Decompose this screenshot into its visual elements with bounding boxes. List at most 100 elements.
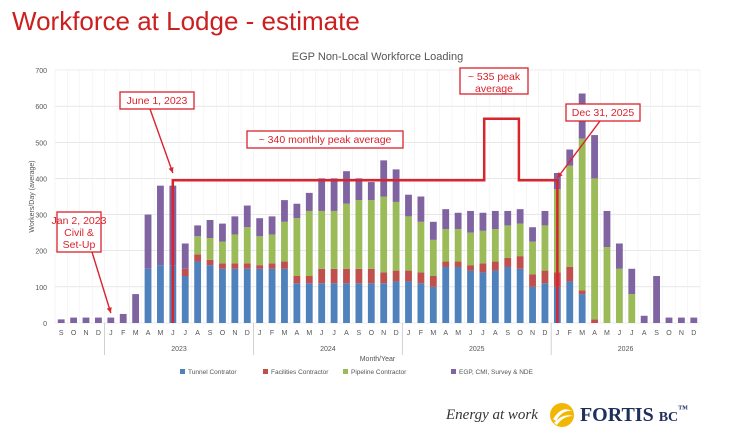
bar-segment: [566, 266, 574, 282]
bar-segment: [491, 229, 499, 262]
bar-segment: [343, 283, 350, 323]
bar-segment: [355, 178, 363, 201]
tagline: Energy at work: [446, 406, 538, 423]
x-tick-label: D: [245, 330, 250, 337]
bar-segment: [367, 268, 375, 284]
x-tick-label: A: [344, 330, 349, 337]
setup-annotation-text: Civil &: [64, 227, 94, 239]
workforce-envelope: [171, 117, 559, 323]
y-tick-label: 100: [35, 285, 47, 292]
bar-segment: [243, 205, 251, 228]
bar-segment: [194, 254, 202, 262]
y-tick-label: 200: [35, 249, 47, 256]
bar-segment: [566, 281, 574, 323]
bar-segment: [70, 317, 78, 323]
x-tick-label: J: [630, 330, 634, 337]
legend-label: Facilities Contractor: [271, 369, 329, 376]
bar-segment: [206, 219, 214, 239]
x-tick-label: O: [220, 330, 226, 337]
x-tick-label: J: [481, 330, 485, 337]
bar-segment: [479, 230, 487, 264]
bar-segment: [318, 210, 326, 269]
bar-segment: [256, 236, 264, 266]
brand-trademark: ™: [678, 403, 689, 415]
bar-segment: [219, 263, 226, 269]
x-tick-label: A: [146, 330, 151, 337]
bar-segment: [219, 223, 226, 242]
bar-segment: [405, 270, 412, 282]
start-arrow-line: [149, 108, 174, 174]
bar-segment: [566, 165, 574, 267]
bar-segment: [219, 241, 226, 264]
year-label: 2025: [469, 346, 485, 353]
bar-segment: [231, 216, 239, 235]
bar-segment: [516, 256, 524, 269]
monthly-peak-annotation-text: ~ 340 monthly peak average: [259, 134, 392, 146]
bar-segment: [132, 294, 140, 323]
year-label: 2024: [320, 346, 336, 353]
bar-segment: [107, 317, 115, 323]
bar-segment: [392, 169, 400, 202]
bar-segment: [578, 290, 586, 295]
x-tick-label: F: [419, 330, 423, 337]
x-tick-label: N: [530, 330, 535, 337]
bar-segment: [429, 286, 437, 323]
bar-segment: [305, 210, 313, 277]
legend-swatch: [180, 369, 185, 374]
bar-segment: [281, 200, 288, 222]
y-tick-label: 500: [35, 140, 47, 147]
bar-segment: [516, 268, 524, 323]
bar-segment: [206, 238, 214, 260]
bar-segment: [206, 265, 214, 323]
bar-segment: [541, 270, 549, 284]
bar-segment: [628, 268, 636, 295]
y-tick-label: 600: [35, 104, 47, 111]
x-tick-label: S: [208, 330, 213, 337]
fortis-flame-icon: [549, 403, 574, 427]
bar-segment: [677, 317, 685, 323]
setup-arrow-head: [106, 307, 112, 313]
bar-segment: [541, 210, 549, 226]
x-tick-label: N: [381, 330, 386, 337]
bar-segment: [591, 319, 598, 323]
bar-segment: [343, 171, 350, 204]
bar-segment: [318, 283, 326, 323]
bar-segment: [256, 218, 264, 237]
bar-segment: [219, 268, 226, 323]
bar-segment: [591, 135, 598, 179]
chart-title: EGP Non-Local Workforce Loading: [292, 51, 463, 63]
x-tick-label: A: [295, 330, 300, 337]
bar-segment: [454, 266, 462, 323]
x-tick-label: O: [517, 330, 523, 337]
bar-segment: [330, 178, 338, 211]
end-annotation-box: [565, 103, 641, 122]
bar-segment: [603, 210, 611, 248]
bar-segment: [330, 210, 338, 269]
bar-segment: [442, 266, 450, 323]
bar-segment: [615, 268, 623, 323]
x-tick-label: A: [592, 330, 597, 337]
x-tick-label: S: [654, 330, 659, 337]
brand-word: FORTIS: [579, 403, 654, 426]
bar-segment: [144, 268, 152, 323]
start-arrow-head: [168, 167, 174, 173]
bar-segment: [479, 263, 487, 273]
x-axis-label: Month/Year: [360, 356, 396, 363]
y-tick-label: 300: [35, 213, 47, 220]
bar-segment: [380, 272, 388, 284]
brand-name: FORTIS BC™: [580, 404, 688, 427]
bar-segment: [665, 317, 673, 323]
bar-segment: [491, 210, 499, 230]
x-tick-label: M: [158, 330, 164, 337]
bar-segment: [417, 272, 425, 284]
x-tick-label: F: [270, 330, 274, 337]
bar-segment: [640, 315, 648, 323]
bar-segment: [343, 268, 350, 284]
x-tick-label: N: [83, 330, 88, 337]
peak-annotation-text: average: [475, 83, 513, 95]
bar-segment: [529, 241, 536, 275]
x-tick-label: J: [320, 330, 324, 337]
peak-annotation-text: ~ 535 peak: [468, 71, 521, 83]
bar-segment: [194, 225, 202, 237]
bar-segment: [504, 266, 512, 323]
